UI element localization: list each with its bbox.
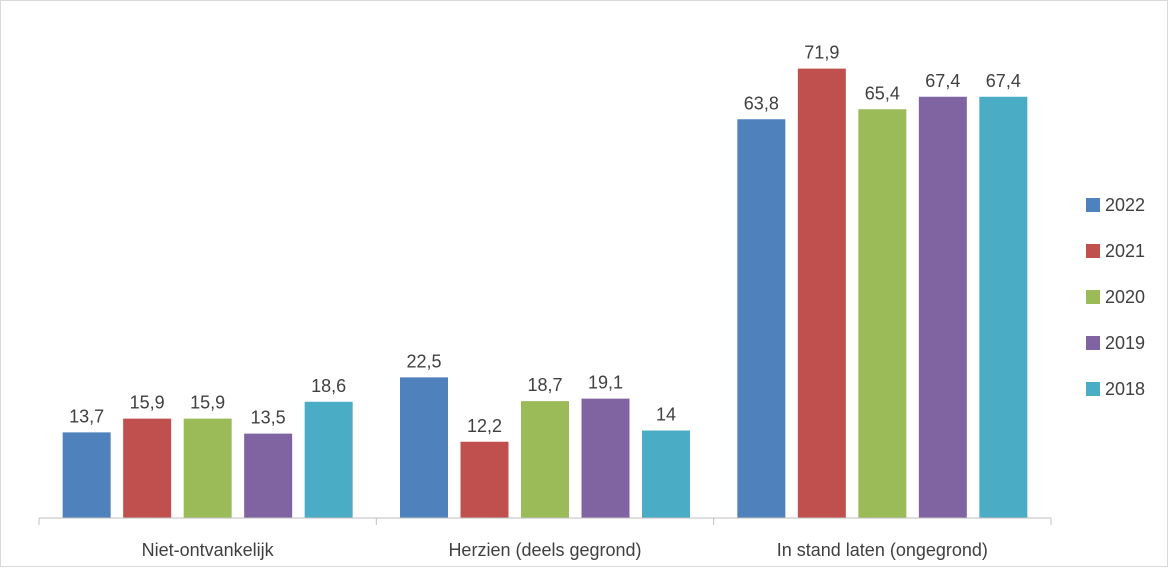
bar-2022-3 — [737, 119, 786, 518]
data-label-2018-3: 67,4 — [986, 71, 1021, 91]
data-label-2022-3: 63,8 — [744, 93, 779, 113]
legend-swatch-2019 — [1086, 336, 1100, 350]
value-labels-layer: 13,7 15,9 15,9 13,5 18,6 22,5 12,2 18,7 19,1 14 63… — [69, 43, 1021, 436]
data-label-2021-1: 15,9 — [130, 393, 165, 413]
legend-swatch-2020 — [1086, 290, 1100, 304]
data-label-2022-1: 13,7 — [69, 406, 104, 426]
data-label-2019-2: 19,1 — [588, 373, 623, 393]
bar-2020-3 — [858, 109, 907, 518]
bar-2022-2 — [400, 377, 448, 518]
legend-swatch-2022 — [1086, 198, 1100, 212]
category-label-1: Niet-ontvankelijk — [142, 540, 275, 560]
bar-2020-2 — [521, 401, 569, 518]
data-label-2022-2: 22,5 — [406, 351, 441, 371]
bar-2019-3 — [918, 96, 967, 518]
bar-2018-2 — [642, 430, 690, 518]
category-labels-layer: Niet-ontvankelijk Herzien (deels gegrond)… — [142, 540, 988, 560]
legend-swatch-2018 — [1086, 382, 1100, 396]
legend-swatch-2021 — [1086, 244, 1100, 258]
legend-label-2020: 2020 — [1105, 287, 1145, 307]
bar-2021-1 — [123, 418, 172, 518]
bar-2020-1 — [183, 418, 232, 518]
legend-label-2021: 2021 — [1105, 241, 1145, 261]
data-label-2021-3: 71,9 — [804, 43, 839, 63]
bar-2022-1 — [62, 432, 111, 518]
bar-2021-2 — [460, 441, 509, 518]
data-label-2020-2: 18,7 — [527, 375, 562, 395]
bar-2018-1 — [304, 401, 353, 518]
legend-label-2018: 2018 — [1105, 379, 1145, 399]
data-label-2019-3: 67,4 — [925, 71, 960, 91]
category-label-2: Herzien (deels gegrond) — [448, 540, 641, 560]
bar-2021-3 — [797, 68, 846, 518]
data-label-2019-1: 13,5 — [251, 408, 286, 428]
legend-label-2019: 2019 — [1105, 333, 1145, 353]
data-label-2018-1: 18,6 — [311, 376, 346, 396]
data-label-2018-2: 14 — [656, 405, 676, 425]
legend: 2022 2021 2020 2019 2018 — [1086, 195, 1145, 399]
bar-2019-2 — [581, 398, 630, 518]
data-label-2020-1: 15,9 — [190, 393, 225, 413]
x-axis — [38, 517, 1052, 525]
data-label-2021-2: 12,2 — [467, 416, 502, 436]
legend-label-2022: 2022 — [1105, 195, 1145, 215]
category-label-3: In stand laten (ongegrond) — [777, 540, 988, 560]
bars-layer — [62, 68, 1028, 518]
bar-2019-1 — [244, 433, 293, 518]
bar-2018-3 — [979, 96, 1028, 518]
data-label-2020-3: 65,4 — [865, 83, 900, 103]
